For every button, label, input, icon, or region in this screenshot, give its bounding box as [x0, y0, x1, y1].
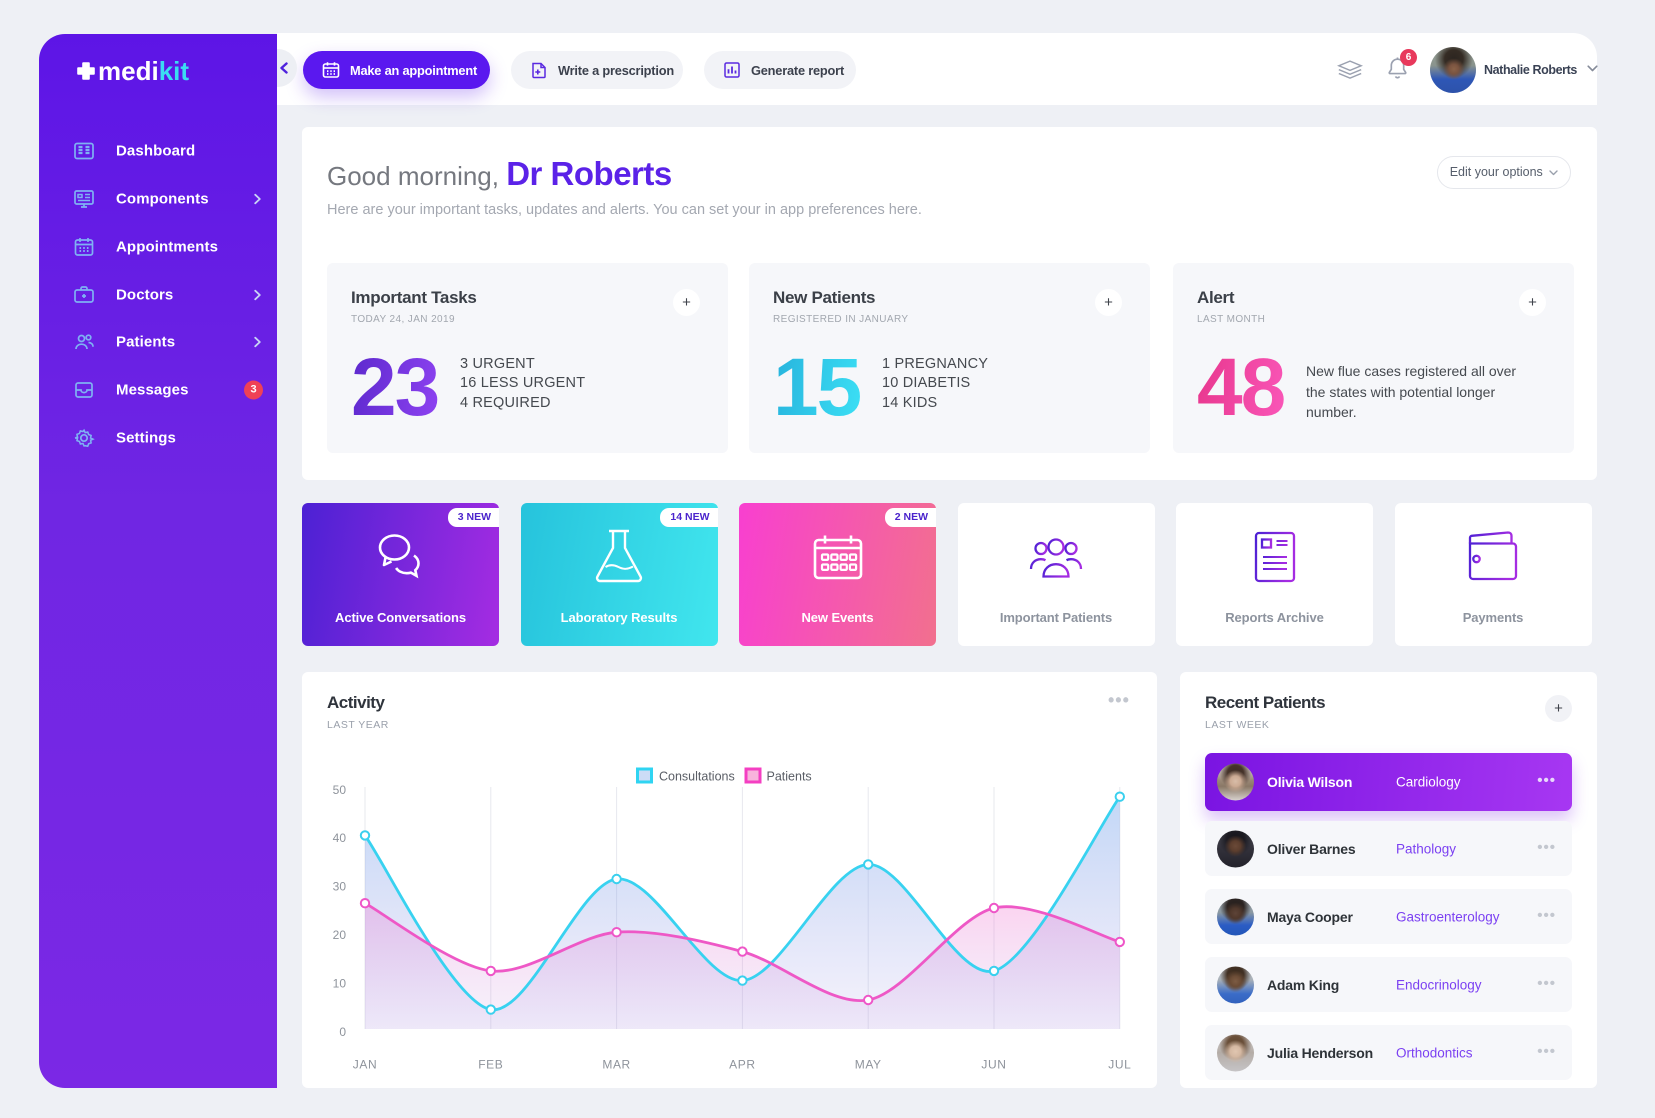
svg-text:APR: APR — [729, 1058, 755, 1072]
svg-text:50: 50 — [333, 783, 347, 797]
svg-text:JUL: JUL — [1108, 1058, 1131, 1072]
svg-text:10: 10 — [333, 976, 347, 990]
svg-text:40: 40 — [333, 831, 347, 845]
svg-text:0: 0 — [339, 1025, 346, 1039]
svg-text:MAY: MAY — [855, 1058, 882, 1072]
svg-text:Consultations: Consultations — [659, 770, 735, 784]
svg-text:20: 20 — [333, 928, 347, 942]
svg-text:MAR: MAR — [602, 1058, 630, 1072]
svg-text:FEB: FEB — [478, 1058, 503, 1072]
svg-text:JUN: JUN — [981, 1058, 1006, 1072]
svg-text:30: 30 — [333, 880, 347, 894]
svg-text:Patients: Patients — [767, 770, 812, 784]
svg-text:JAN: JAN — [353, 1058, 377, 1072]
